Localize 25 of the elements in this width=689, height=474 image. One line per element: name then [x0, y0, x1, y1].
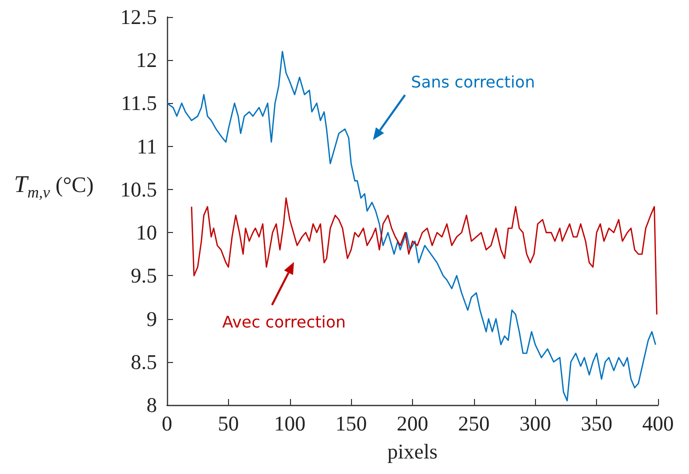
x-tick-label: 250	[458, 412, 490, 436]
x-tick-label: 400	[642, 412, 674, 436]
y-tick-label: 11	[136, 134, 157, 158]
line-series	[166, 50, 656, 402]
x-axis-title: pixels	[387, 440, 438, 464]
x-tick-label: 100	[274, 412, 306, 436]
y-tick-label: 12	[136, 48, 157, 72]
x-tick-label: 300	[520, 412, 551, 436]
x-tick-label: 150	[335, 412, 367, 436]
y-tick-label: 12.5	[120, 5, 157, 29]
y-tick-label: 9.5	[130, 264, 157, 288]
x-tick-label: 200	[396, 412, 428, 436]
line-series	[190, 197, 658, 316]
x-tick-label: 50	[218, 412, 239, 436]
y-tick-label: 8.5	[130, 350, 157, 374]
y-tick-label: 11.5	[121, 91, 157, 116]
y-tick-label: 10.5	[120, 177, 157, 202]
y-axis-title: T$_{m,v}$ (°C)	[14, 172, 94, 202]
annotation: Sans correction	[411, 72, 535, 92]
y-tick-label: 9	[146, 306, 157, 331]
y-tick-label: 8	[146, 393, 157, 417]
x-tick-label: 350	[580, 412, 612, 436]
x-tick-label: 0	[162, 412, 172, 436]
annotation: Avec correction	[222, 312, 346, 332]
y-tick-label: 10	[136, 220, 157, 245]
